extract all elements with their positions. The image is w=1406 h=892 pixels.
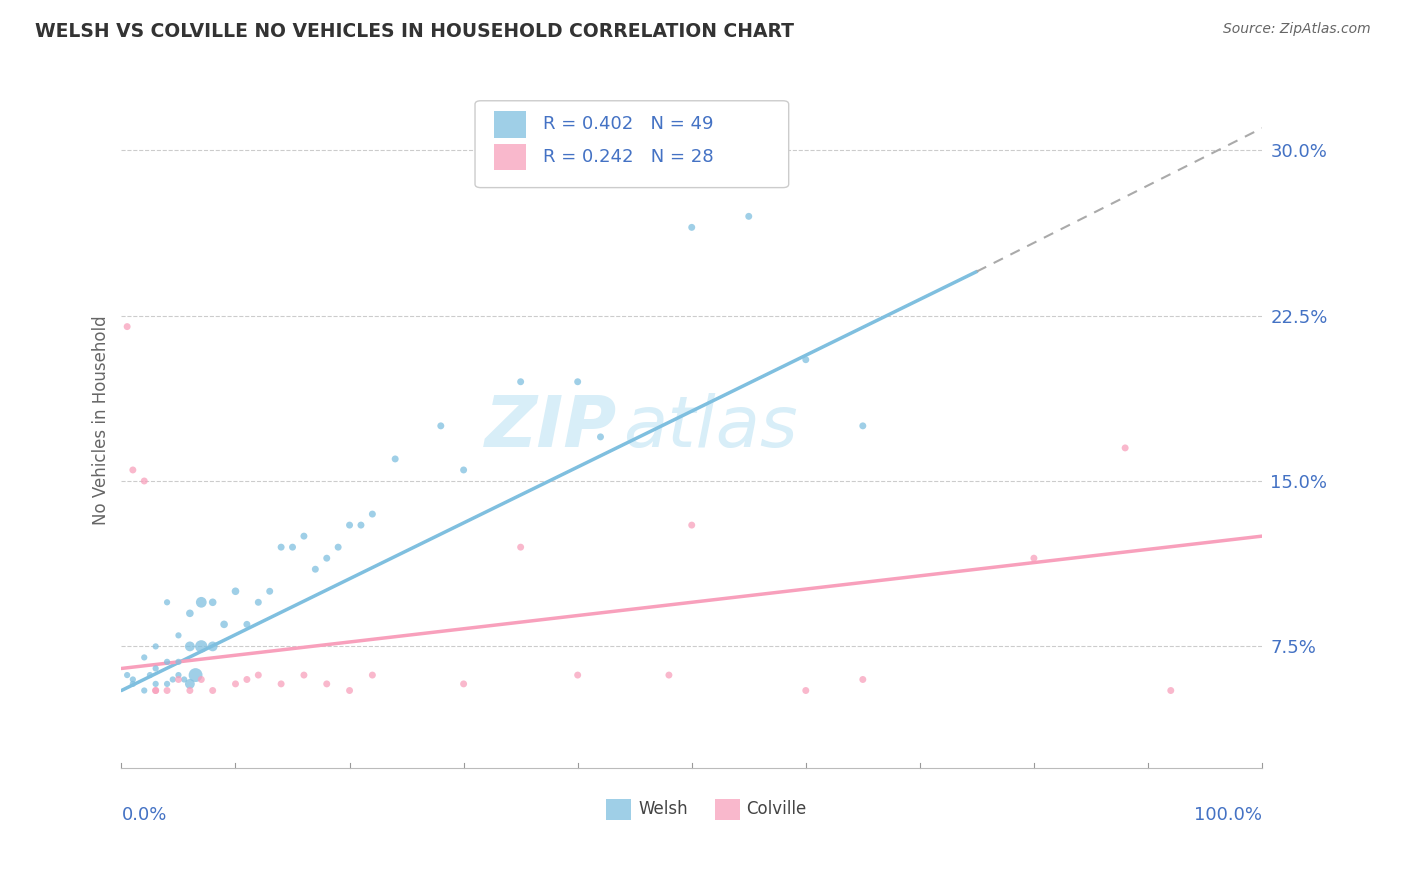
Point <box>681 518 703 533</box>
Point <box>145 677 167 691</box>
Point <box>201 640 224 654</box>
Point <box>145 661 167 675</box>
Point <box>259 584 281 599</box>
Point <box>247 595 270 609</box>
Point <box>794 683 817 698</box>
Point <box>292 668 315 682</box>
Text: atlas: atlas <box>623 392 799 462</box>
Point <box>121 677 143 691</box>
Point <box>1022 551 1045 566</box>
Point <box>738 210 761 224</box>
Text: 0.0%: 0.0% <box>121 805 167 824</box>
Point <box>567 375 589 389</box>
Point <box>304 562 326 576</box>
Point <box>145 683 167 698</box>
Point <box>184 668 207 682</box>
Point <box>270 677 292 691</box>
Point <box>134 683 156 698</box>
Point <box>145 640 167 654</box>
Point <box>361 668 384 682</box>
Point <box>121 673 143 687</box>
Point <box>201 595 224 609</box>
Text: R = 0.242   N = 28: R = 0.242 N = 28 <box>544 148 714 166</box>
Point <box>384 452 406 467</box>
Point <box>292 529 315 543</box>
Bar <box>495 112 526 137</box>
Point <box>190 673 212 687</box>
Text: 100.0%: 100.0% <box>1194 805 1263 824</box>
Point <box>224 677 246 691</box>
Point <box>794 352 817 367</box>
Point <box>453 677 475 691</box>
Point <box>167 628 190 642</box>
Bar <box>714 799 740 820</box>
Point <box>589 430 612 444</box>
Point <box>167 668 190 682</box>
Point <box>339 683 361 698</box>
Point <box>1160 683 1182 698</box>
Point <box>162 673 184 687</box>
Point <box>156 655 179 669</box>
Point <box>852 418 875 433</box>
Point <box>339 518 361 533</box>
Text: ZIP: ZIP <box>485 392 617 462</box>
Point <box>509 375 531 389</box>
Point <box>139 668 162 682</box>
Point <box>281 540 304 554</box>
Bar <box>606 799 631 820</box>
Point <box>453 463 475 477</box>
Point <box>167 655 190 669</box>
Point <box>179 607 201 621</box>
Point <box>315 551 337 566</box>
Point <box>115 668 138 682</box>
Point <box>509 540 531 554</box>
Point <box>156 683 179 698</box>
Point <box>179 640 201 654</box>
Point <box>212 617 235 632</box>
Point <box>350 518 373 533</box>
Point <box>430 418 453 433</box>
Point <box>134 650 156 665</box>
Point <box>1114 441 1136 455</box>
Point <box>852 673 875 687</box>
Point <box>236 617 259 632</box>
Point <box>236 673 259 687</box>
Text: Welsh: Welsh <box>638 800 688 818</box>
Bar <box>495 144 526 170</box>
Point <box>247 668 270 682</box>
Y-axis label: No Vehicles in Household: No Vehicles in Household <box>93 316 110 525</box>
Point <box>145 683 167 698</box>
Text: WELSH VS COLVILLE NO VEHICLES IN HOUSEHOLD CORRELATION CHART: WELSH VS COLVILLE NO VEHICLES IN HOUSEHO… <box>35 22 794 41</box>
Point <box>270 540 292 554</box>
Point <box>681 220 703 235</box>
Point <box>179 677 201 691</box>
Point <box>167 673 190 687</box>
Point <box>156 677 179 691</box>
Text: Colville: Colville <box>747 800 807 818</box>
Point <box>315 677 337 691</box>
Point <box>190 640 212 654</box>
FancyBboxPatch shape <box>475 101 789 187</box>
Text: Source: ZipAtlas.com: Source: ZipAtlas.com <box>1223 22 1371 37</box>
Text: R = 0.402   N = 49: R = 0.402 N = 49 <box>544 115 714 134</box>
Point <box>173 673 195 687</box>
Point <box>224 584 246 599</box>
Point <box>179 683 201 698</box>
Point <box>361 507 384 521</box>
Point <box>201 683 224 698</box>
Point <box>134 474 156 488</box>
Point <box>190 595 212 609</box>
Point <box>658 668 681 682</box>
Point <box>567 668 589 682</box>
Point <box>156 595 179 609</box>
Point <box>328 540 350 554</box>
Point <box>115 319 138 334</box>
Point <box>121 463 143 477</box>
